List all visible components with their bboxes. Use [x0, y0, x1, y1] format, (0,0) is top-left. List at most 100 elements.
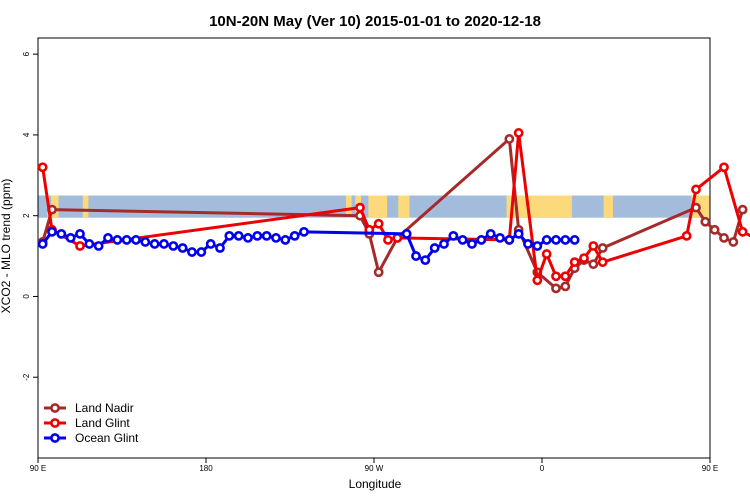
data-point: [457, 235, 468, 245]
data-point: [495, 233, 505, 243]
legend-marker: [50, 403, 60, 413]
data-point: [37, 239, 48, 249]
land-patch: [398, 195, 410, 218]
y-tick-label: -2: [22, 373, 31, 381]
data-point: [112, 235, 123, 245]
data-point: [149, 239, 160, 249]
y-tick-label: 6: [22, 51, 31, 56]
land-patch: [82, 195, 89, 218]
data-point: [411, 251, 421, 261]
data-point: [579, 253, 589, 263]
data-point: [719, 162, 729, 173]
data-point: [243, 233, 253, 243]
data-point: [75, 228, 85, 239]
legend-marker: [50, 418, 60, 428]
x-tick-label: 90 W: [365, 464, 384, 473]
data-point: [56, 228, 67, 239]
y-axis: -2 0 2 4 6: [22, 51, 38, 381]
data-point: [719, 233, 729, 243]
data-point: [140, 237, 151, 247]
data-point: [373, 218, 384, 229]
data-point: [261, 230, 272, 241]
x-axis-label: Longitude: [349, 477, 402, 491]
data-point: [560, 235, 571, 245]
data-point: [168, 241, 179, 251]
data-point: [103, 233, 113, 243]
y-tick-label: 2: [22, 213, 31, 218]
x-tick-label: 0: [540, 464, 545, 473]
x-tick-label: 90 E: [30, 464, 46, 473]
data-point: [224, 230, 235, 241]
data-point: [299, 226, 309, 237]
data-point: [177, 243, 188, 253]
land-patch: [368, 195, 388, 218]
data-point: [93, 241, 104, 251]
data-point: [560, 271, 571, 282]
data-point: [252, 230, 263, 241]
data-point: [215, 243, 225, 253]
data-point: [541, 249, 552, 259]
series-ocean-glint: [37, 226, 580, 266]
data-point: [551, 283, 561, 294]
data-point: [551, 235, 561, 245]
data-point: [597, 243, 608, 253]
series-land-glint: [37, 128, 750, 286]
data-point: [392, 233, 403, 243]
data-point: [47, 226, 57, 237]
data-point: [373, 267, 384, 278]
data-point: [532, 241, 543, 251]
data-point: [569, 235, 580, 245]
map-band: [38, 195, 710, 218]
data-point: [691, 184, 701, 195]
data-point: [737, 204, 748, 215]
data-point: [420, 255, 431, 266]
y-tick-label: 0: [22, 294, 31, 299]
data-point: [523, 239, 533, 249]
land-patch: [506, 195, 572, 218]
land-patch: [603, 195, 613, 218]
data-point: [75, 241, 85, 251]
data-point: [560, 281, 571, 292]
data-point: [159, 239, 169, 249]
data-point: [597, 257, 608, 268]
data-point: [569, 257, 580, 268]
data-point: [355, 202, 365, 213]
chart-title: 10N-20N May (Ver 10) 2015-01-01 to 2020-…: [209, 13, 541, 30]
x-tick-label: 180: [199, 464, 213, 473]
data-point: [271, 233, 281, 243]
data-point: [289, 230, 300, 241]
legend-marker: [50, 433, 60, 443]
data-point: [401, 228, 412, 239]
data-point: [280, 235, 291, 245]
data-point: [728, 237, 739, 247]
data-point: [737, 226, 748, 237]
data-point: [681, 230, 692, 241]
data-point: [485, 228, 496, 239]
data-point: [700, 216, 711, 227]
data-point: [65, 233, 76, 243]
legend-label: Land Glint: [75, 416, 130, 430]
data-point: [513, 228, 524, 239]
data-point: [131, 235, 141, 245]
y-axis-label: XCO2 - MLO trend (ppm): [0, 179, 13, 314]
data-point: [439, 239, 449, 249]
data-point: [84, 239, 95, 249]
data-point: [429, 243, 440, 253]
data-point: [709, 224, 720, 235]
data-point: [541, 235, 552, 245]
data-point: [383, 235, 393, 245]
y-tick-label: 4: [22, 132, 31, 137]
data-point: [37, 162, 48, 173]
data-point: [187, 247, 197, 257]
x-tick-label: 90 E: [702, 464, 718, 473]
data-point: [504, 235, 515, 245]
data-point: [513, 128, 524, 138]
data-point: [448, 230, 459, 241]
data-point: [196, 247, 207, 257]
data-point: [532, 275, 543, 286]
legend-label: Ocean Glint: [75, 431, 139, 445]
data-point: [588, 241, 599, 251]
data-point: [551, 271, 561, 282]
